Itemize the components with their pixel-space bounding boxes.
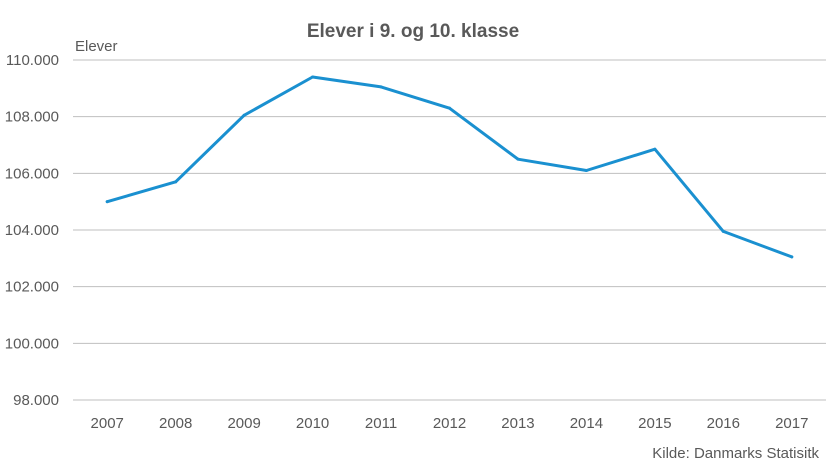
gridlines [73, 59, 826, 401]
y-tick-label: 110.000 [6, 52, 59, 69]
y-tick-label: 98.000 [13, 392, 59, 409]
data-point [653, 147, 657, 151]
x-tick-label: 2017 [775, 415, 808, 432]
data-point [379, 85, 383, 89]
series-layer [105, 75, 794, 259]
x-tick-label: 2011 [365, 415, 397, 432]
y-tick-label: 100.000 [5, 335, 59, 352]
y-axis-ticks: 98.000 100.000 102.000 104.000 106.000 108.00… [5, 52, 59, 409]
x-tick-label: 2010 [296, 415, 329, 432]
data-point [721, 229, 725, 233]
x-tick-label: 2008 [159, 415, 192, 432]
data-point [242, 113, 246, 117]
x-tick-label: 2013 [501, 415, 534, 432]
x-tick-label: 2012 [433, 415, 466, 432]
x-tick-label: 2015 [638, 415, 671, 432]
x-tick-label: 2007 [91, 415, 124, 432]
data-point [584, 169, 588, 172]
data-point [105, 200, 109, 204]
y-axis-label: Elever [75, 38, 118, 55]
data-point [516, 157, 520, 161]
source-note: Kilde: Danmarks Statisitk [652, 445, 819, 462]
data-point [448, 106, 451, 110]
x-axis-ticks: 2007 2008 2009 2010 2011 2012 2013 2014 2015 2016… [91, 415, 809, 432]
chart-title: Elever i 9. og 10. klasse [307, 21, 519, 42]
y-tick-label: 102.000 [5, 279, 59, 296]
y-tick-label: 106.000 [5, 165, 59, 182]
y-tick-label: 104.000 [5, 222, 59, 239]
x-tick-label: 2009 [227, 415, 260, 432]
x-tick-label: 2014 [570, 415, 603, 432]
data-point [311, 75, 315, 79]
data-point [790, 255, 794, 259]
y-tick-label: 108.000 [5, 109, 59, 126]
x-tick-label: 2016 [707, 415, 740, 432]
data-point [174, 180, 178, 184]
